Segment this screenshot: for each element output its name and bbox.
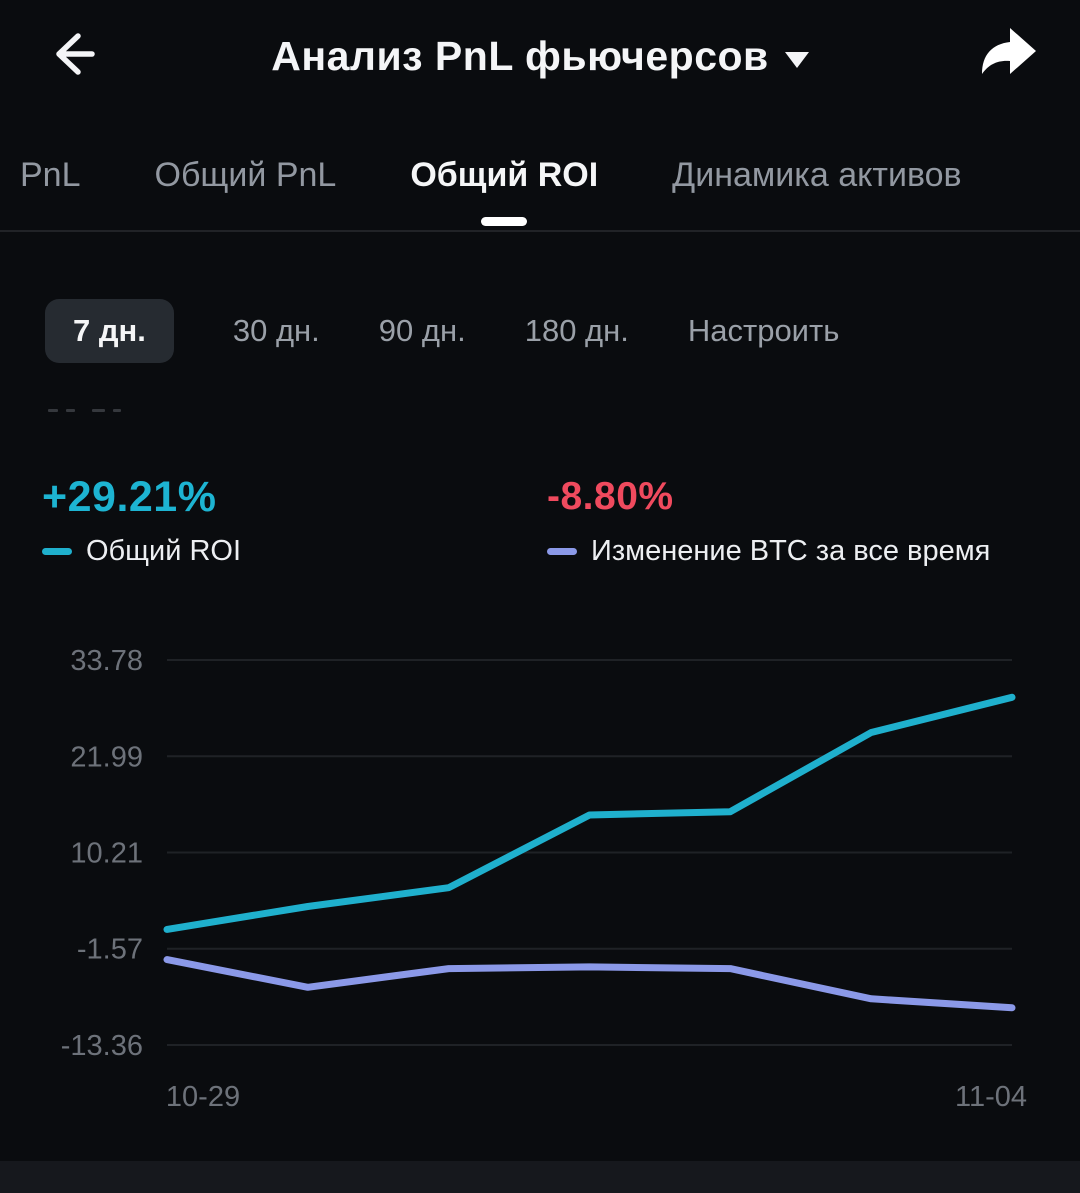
active-tab-indicator bbox=[481, 217, 528, 226]
back-button[interactable] bbox=[40, 22, 104, 86]
btc-legend: Изменение BTC за все время bbox=[547, 535, 990, 568]
roi-legend-label: Общий ROI bbox=[86, 535, 242, 567]
y-axis-label: 21.99 bbox=[70, 741, 143, 773]
y-axis-label: -1.57 bbox=[77, 934, 143, 966]
roi-chart[interactable]: 33.78 21.99 10.21 -1.57 -13.36 10-29 11-04 bbox=[0, 640, 1080, 1115]
x-axis-label: 10-29 bbox=[166, 1081, 240, 1113]
roi-stat-value: +29.21% bbox=[42, 473, 217, 521]
roi-chart-container: 33.78 21.99 10.21 -1.57 -13.36 10-29 11-04 bbox=[0, 640, 1080, 1115]
x-axis-label: 11-04 bbox=[955, 1081, 1027, 1113]
btc-legend-label: Изменение BTC за все время bbox=[591, 535, 991, 567]
page-title: Анализ PnL фьючерсов bbox=[271, 32, 769, 79]
chevron-down-icon bbox=[784, 52, 809, 68]
tab-bar: PnL Общий PnL Общий ROI Динамика активов bbox=[0, 131, 1080, 232]
period-custom[interactable]: Настроить bbox=[687, 313, 840, 348]
period-180d[interactable]: 180 дн. bbox=[524, 313, 629, 348]
title-dropdown[interactable]: Анализ PnL фьючерсов bbox=[120, 0, 960, 112]
y-axis-label: 10.21 bbox=[70, 838, 143, 870]
tab-pnl[interactable]: PnL bbox=[14, 131, 87, 230]
roi-legend-dash-icon bbox=[42, 548, 72, 555]
tab-asset-dynamics[interactable]: Динамика активов bbox=[666, 131, 967, 230]
period-7d[interactable]: 7 дн. bbox=[45, 299, 174, 363]
share-button[interactable] bbox=[972, 16, 1044, 88]
period-30d[interactable]: 30 дн. bbox=[232, 313, 320, 348]
y-axis-label: 33.78 bbox=[70, 645, 143, 677]
btc-stat: -8.80% Изменение BTC за все время bbox=[547, 472, 990, 568]
btc-stat-value: -8.80% bbox=[547, 475, 674, 518]
btc-legend-dash-icon bbox=[547, 548, 577, 555]
tab-total-roi[interactable]: Общий ROI bbox=[404, 131, 604, 230]
period-selector: 7 дн. 30 дн. 90 дн. 180 дн. Настроить bbox=[45, 299, 839, 363]
roi-legend: Общий ROI bbox=[42, 535, 547, 568]
back-arrow-icon bbox=[56, 33, 95, 75]
bottom-bar bbox=[0, 1161, 1080, 1193]
period-90d[interactable]: 90 дн. bbox=[378, 313, 466, 348]
header: Анализ PnL фьючерсов bbox=[0, 0, 1080, 112]
series-line-1 bbox=[163, 956, 1016, 1012]
stats-section: +29.21% Общий ROI -8.80% Изменение BTC з… bbox=[42, 472, 1050, 568]
tab-total-pnl[interactable]: Общий PnL bbox=[149, 131, 343, 230]
series-line-0 bbox=[163, 693, 1016, 933]
y-axis-label: -13.36 bbox=[61, 1030, 143, 1062]
roi-stat: +29.21% Общий ROI bbox=[42, 472, 547, 568]
tab-total-roi-label: Общий ROI bbox=[410, 155, 599, 194]
clipped-scroll-artifact bbox=[48, 409, 138, 413]
share-icon bbox=[982, 28, 1036, 74]
